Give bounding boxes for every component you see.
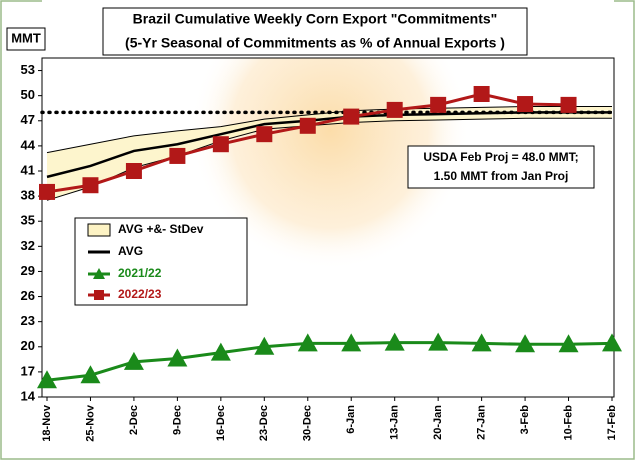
- marker: [343, 108, 360, 125]
- marker: [299, 117, 316, 134]
- y-tick-label: 44: [21, 137, 36, 152]
- y-tick-label: 17: [21, 363, 35, 378]
- marker: [256, 126, 273, 143]
- y-tick-label: 35: [21, 213, 35, 228]
- x-tick-label: 16-Dec: [215, 405, 227, 441]
- y-tick-label: 38: [21, 188, 35, 203]
- marker: [560, 96, 577, 113]
- x-tick-label: 18-Nov: [41, 404, 53, 442]
- marker: [386, 101, 403, 118]
- marker: [80, 365, 101, 384]
- legend-label: 2021/22: [118, 266, 162, 280]
- y-tick-label: 20: [21, 338, 35, 353]
- x-tick-label: 30-Dec: [302, 405, 314, 441]
- y-axis-label: MMT: [11, 30, 41, 45]
- x-tick-label: 17-Feb: [606, 405, 618, 441]
- legend-marker: [93, 268, 105, 279]
- chart-subtitle: (5-Yr Seasonal of Commitments as % of An…: [125, 35, 505, 51]
- x-tick-label: 10-Feb: [562, 405, 574, 441]
- marker: [125, 163, 142, 179]
- x-tick-label: 23-Dec: [258, 405, 270, 441]
- y-tick-label: 53: [21, 62, 35, 77]
- marker: [602, 333, 622, 352]
- marker: [297, 333, 318, 352]
- marker: [210, 342, 231, 361]
- marker: [169, 147, 186, 164]
- marker: [167, 348, 188, 367]
- series-line: [46, 111, 612, 179]
- chart-title: Brazil Cumulative Weekly Corn Export "Co…: [133, 11, 498, 27]
- legend-label: AVG: [118, 244, 143, 258]
- annotation: USDA Feb Proj = 48.0 MMT;: [423, 150, 578, 164]
- marker: [515, 334, 536, 353]
- x-tick-label: 25-Nov: [84, 404, 96, 442]
- series-line: [46, 341, 613, 382]
- annotation-box: [407, 145, 595, 189]
- marker: [341, 333, 362, 352]
- x-tick-label: 6-Jan: [345, 405, 357, 434]
- marker: [123, 351, 144, 370]
- marker: [473, 85, 490, 102]
- decoration: [190, 0, 470, 270]
- marker: [82, 177, 99, 194]
- legend-label: 2022/23: [118, 287, 162, 301]
- legend-swatch: [87, 223, 111, 237]
- marker: [430, 96, 447, 113]
- x-tick-label: 9-Dec: [171, 405, 183, 435]
- marker: [558, 334, 579, 353]
- x-tick-label: 27-Jan: [476, 405, 488, 440]
- marker: [39, 183, 55, 200]
- marker: [212, 136, 229, 153]
- y-tick-label: 47: [21, 112, 35, 127]
- y-label-box: [6, 27, 46, 51]
- x-tick-label: 13-Jan: [389, 405, 401, 440]
- y-tick-label: 26: [21, 288, 35, 303]
- marker: [428, 332, 449, 351]
- y-tick-label: 32: [21, 238, 35, 253]
- title-box: [102, 7, 528, 56]
- x-tick-label: 2-Dec: [128, 405, 140, 435]
- legend-label: AVG +&- StDev: [118, 222, 204, 236]
- legend-marker: [94, 290, 104, 300]
- marker: [517, 96, 534, 113]
- y-tick-label: 41: [21, 162, 35, 177]
- marker: [471, 333, 492, 352]
- marker: [37, 370, 57, 389]
- marker: [254, 336, 275, 355]
- y-tick-label: 29: [21, 263, 35, 278]
- y-tick-label: 23: [21, 313, 35, 328]
- x-tick-label: 20-Jan: [432, 405, 444, 440]
- y-tick-label: 50: [21, 87, 35, 102]
- annotation: 1.50 MMT from Jan Proj: [434, 169, 569, 183]
- plot-border: [41, 57, 615, 398]
- x-tick-label: 3-Feb: [519, 405, 531, 435]
- y-tick-label: 14: [21, 388, 36, 403]
- marker: [384, 332, 405, 351]
